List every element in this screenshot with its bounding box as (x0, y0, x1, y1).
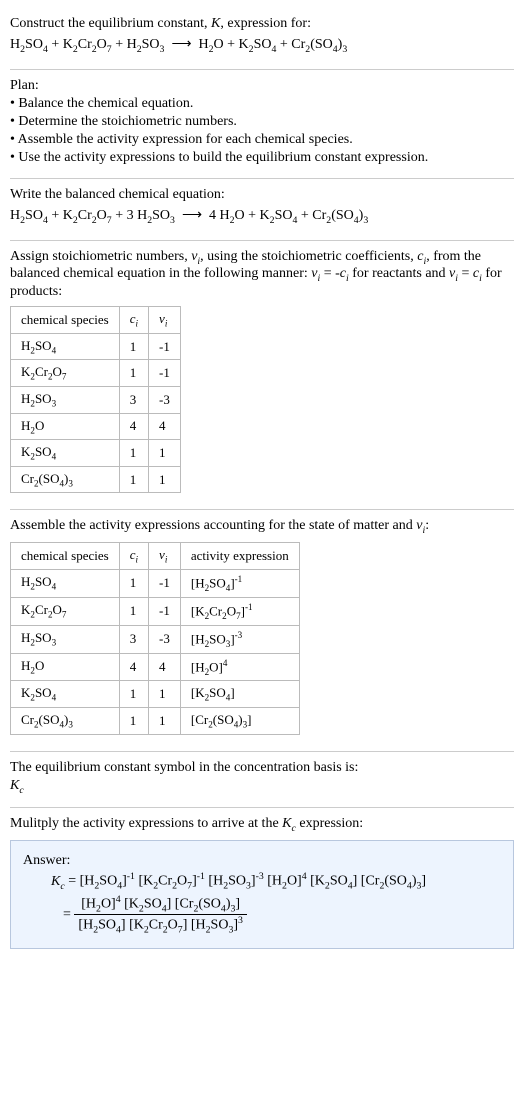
table-cell: [H2O]4 (180, 653, 299, 681)
section-answer: Mulitply the activity expressions to arr… (10, 808, 514, 958)
plan-bullet: • Assemble the activity expression for e… (10, 132, 514, 148)
table-cell: -1 (149, 597, 181, 625)
table-row: K2SO4 1 1 [K2SO4] (11, 681, 300, 708)
answer-fraction: [H2O]4 [K2SO4] [Cr2(SO4)3] [H2SO4] [K2Cr… (74, 894, 247, 936)
table-cell: 3 (119, 386, 148, 413)
table-cell: [K2Cr2O7]-1 (180, 597, 299, 625)
table-cell: [Cr2(SO4)3] (180, 708, 299, 735)
section-plan: Plan: • Balance the chemical equation. •… (10, 70, 514, 179)
table-header: νi (149, 307, 181, 334)
page-root: Construct the equilibrium constant, K, e… (0, 0, 524, 967)
balanced-heading: Write the balanced chemical equation: (10, 187, 514, 203)
table-cell: H2SO4 (11, 569, 120, 597)
table-cell: 1 (149, 466, 181, 493)
table-header: activity expression (180, 543, 299, 570)
section-intro: Construct the equilibrium constant, K, e… (10, 8, 514, 70)
table-row: K2SO4 1 1 (11, 440, 181, 467)
table-cell: H2O (11, 413, 120, 440)
table-cell: K2Cr2O7 (11, 360, 120, 387)
table-row: K2Cr2O7 1 -1 (11, 360, 181, 387)
plan-bullet: • Use the activity expressions to build … (10, 150, 514, 166)
table-cell: Cr2(SO4)3 (11, 708, 120, 735)
table-cell: 1 (119, 569, 148, 597)
table-header: chemical species (11, 543, 120, 570)
table-cell: 1 (119, 681, 148, 708)
plan-heading: Plan: (10, 78, 514, 94)
section-kc-symbol: The equilibrium constant symbol in the c… (10, 752, 514, 809)
table-cell: 4 (119, 653, 148, 681)
table-cell: -3 (149, 386, 181, 413)
table-row: H2SO3 3 -3 [H2SO3]-3 (11, 625, 300, 653)
table-cell: 3 (119, 625, 148, 653)
table-cell: K2Cr2O7 (11, 597, 120, 625)
table-cell: [H2SO3]-3 (180, 625, 299, 653)
table-cell: K2SO4 (11, 440, 120, 467)
table-cell: 1 (119, 708, 148, 735)
plan-bullet: • Balance the chemical equation. (10, 96, 514, 112)
intro-title: Construct the equilibrium constant, K, e… (10, 16, 514, 32)
answer-line2: = [H2O]4 [K2SO4] [Cr2(SO4)3] [H2SO4] [K2… (63, 894, 501, 936)
answer-line1: Kc = [H2SO4]-1 [K2Cr2O7]-1 [H2SO3]-3 [H2… (51, 871, 501, 891)
table-header: ci (119, 307, 148, 334)
table-row: Cr2(SO4)3 1 1 [Cr2(SO4)3] (11, 708, 300, 735)
table-cell: H2SO4 (11, 333, 120, 360)
section-activity: Assemble the activity expressions accoun… (10, 510, 514, 751)
fraction-numerator: [H2O]4 [K2SO4] [Cr2(SO4)3] (74, 894, 247, 915)
table-cell: 1 (119, 597, 148, 625)
table-row: Cr2(SO4)3 1 1 (11, 466, 181, 493)
table-row: H2O 4 4 (11, 413, 181, 440)
stoich-table: chemical species ci νi H2SO4 1 -1 K2Cr2O… (10, 306, 181, 493)
table-cell: 1 (149, 681, 181, 708)
table-row: H2SO3 3 -3 (11, 386, 181, 413)
table-cell: 1 (119, 466, 148, 493)
kc-symbol-line2: Kc (10, 778, 514, 796)
table-cell: 1 (149, 440, 181, 467)
balanced-equation: H2SO4 + K2Cr2O7 + 3 H2SO3 ⟶ 4 H2O + K2SO… (10, 207, 514, 226)
kc-symbol-line1: The equilibrium constant symbol in the c… (10, 760, 514, 776)
table-cell: H2SO3 (11, 386, 120, 413)
plan-bullet: • Determine the stoichiometric numbers. (10, 114, 514, 130)
multiply-line: Mulitply the activity expressions to arr… (10, 816, 514, 834)
table-cell: -3 (149, 625, 181, 653)
table-cell: H2SO3 (11, 625, 120, 653)
answer-label: Answer: (23, 853, 501, 869)
table-cell: -1 (149, 569, 181, 597)
table-header: ci (119, 543, 148, 570)
table-cell: 1 (119, 440, 148, 467)
table-row: K2Cr2O7 1 -1 [K2Cr2O7]-1 (11, 597, 300, 625)
table-cell: -1 (149, 360, 181, 387)
fraction-denominator: [H2SO4] [K2Cr2O7] [H2SO3]3 (74, 915, 247, 935)
table-cell: Cr2(SO4)3 (11, 466, 120, 493)
table-cell: -1 (149, 333, 181, 360)
activity-table: chemical species ci νi activity expressi… (10, 542, 300, 734)
stoich-intro: Assign stoichiometric numbers, νi, using… (10, 249, 514, 301)
intro-equation: H2SO4 + K2Cr2O7 + H2SO3 ⟶ H2O + K2SO4 + … (10, 36, 514, 55)
answer-box: Answer: Kc = [H2SO4]-1 [K2Cr2O7]-1 [H2SO… (10, 840, 514, 948)
table-cell: 4 (149, 653, 181, 681)
table-row: H2SO4 1 -1 (11, 333, 181, 360)
table-cell: [K2SO4] (180, 681, 299, 708)
table-row: H2SO4 1 -1 [H2SO4]-1 (11, 569, 300, 597)
table-row: H2O 4 4 [H2O]4 (11, 653, 300, 681)
section-balanced: Write the balanced chemical equation: H2… (10, 179, 514, 241)
table-cell: K2SO4 (11, 681, 120, 708)
table-cell: 1 (119, 333, 148, 360)
section-stoich: Assign stoichiometric numbers, νi, using… (10, 241, 514, 511)
table-header-row: chemical species ci νi (11, 307, 181, 334)
table-header-row: chemical species ci νi activity expressi… (11, 543, 300, 570)
table-header: chemical species (11, 307, 120, 334)
table-cell: H2O (11, 653, 120, 681)
table-cell: [H2SO4]-1 (180, 569, 299, 597)
table-cell: 4 (119, 413, 148, 440)
activity-intro: Assemble the activity expressions accoun… (10, 518, 514, 536)
table-cell: 1 (119, 360, 148, 387)
table-header: νi (149, 543, 181, 570)
table-cell: 1 (149, 708, 181, 735)
table-cell: 4 (149, 413, 181, 440)
